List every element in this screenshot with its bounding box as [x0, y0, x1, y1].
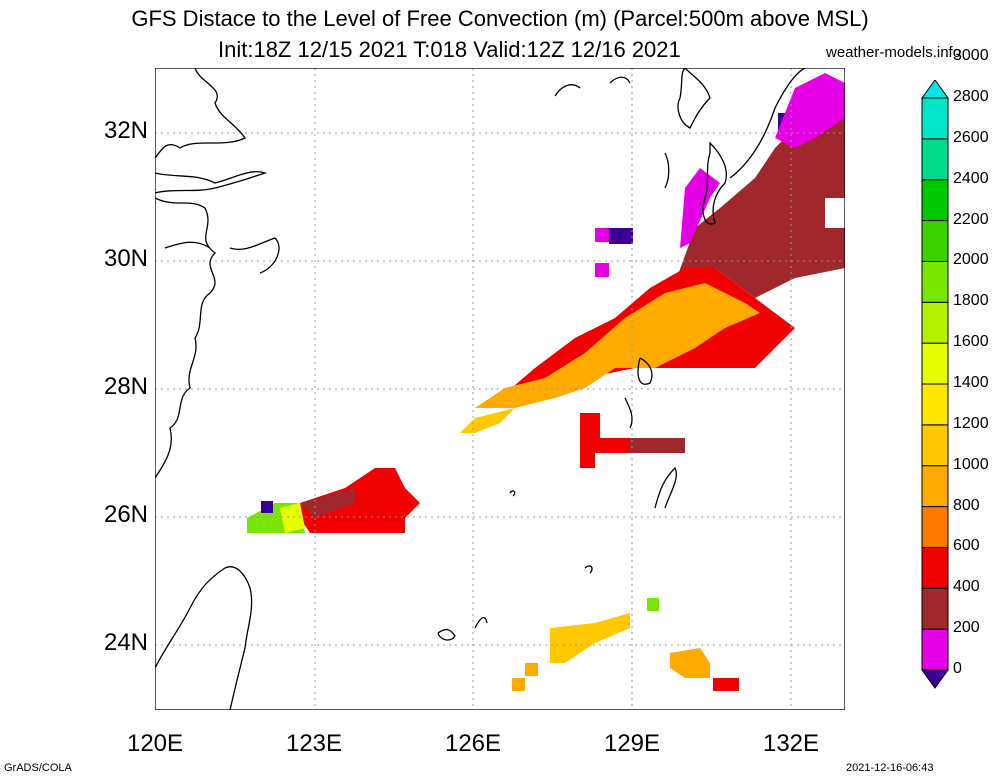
- colorbar: [921, 80, 949, 689]
- colorbar-cell-max: [921, 80, 949, 99]
- lon-label-126e: 126E: [444, 730, 502, 757]
- lfc-field-south-orange: [550, 613, 630, 663]
- lat-label-24n: 24N: [103, 629, 148, 656]
- colorbar-cell-5: [921, 465, 949, 508]
- lfc-field-purple1: [609, 228, 633, 244]
- lfc-field-south-orange3: [525, 663, 538, 676]
- colorbar-cell-14: [921, 97, 949, 140]
- lon-label-129e: 129E: [603, 730, 661, 757]
- footer-timestamp: 2021-12-16-06:43: [846, 762, 934, 774]
- colorbar-label: 1200: [953, 414, 989, 432]
- colorbar-cell-4: [921, 506, 949, 548]
- map-panel: [155, 68, 845, 710]
- lfc-field-magenta4: [680, 168, 720, 248]
- colorbar-cell-1: [921, 628, 949, 671]
- colorbar-cell-12: [921, 179, 949, 222]
- lfc-field-orange: [475, 283, 760, 408]
- footer-credit: GrADS/COLA: [4, 762, 72, 774]
- lfc-field-se: [670, 648, 710, 678]
- colorbar-cell-11: [921, 220, 949, 262]
- colorbar-label: 200: [953, 619, 980, 637]
- lfc-field-yelloworange: [460, 408, 515, 433]
- colorbar-label: 2600: [953, 128, 989, 146]
- lfc-field-south-orange2: [512, 678, 525, 691]
- lat-label-28n: 28N: [103, 373, 148, 400]
- colorbar-cell-min: [921, 669, 949, 689]
- coastlines: [155, 68, 806, 710]
- colorbar-cell-7: [921, 383, 949, 426]
- lat-label-30n: 30N: [103, 245, 148, 272]
- lon-label-123e: 123E: [285, 730, 343, 757]
- colorbar-label: 0: [953, 660, 962, 677]
- lfc-field-west-yellow: [280, 503, 305, 533]
- colorbar-label: 1600: [953, 333, 989, 351]
- lfc-field-maroon-strip: [630, 438, 685, 453]
- colorbar-label: 600: [953, 537, 980, 555]
- colorbar-cell-9: [921, 301, 949, 344]
- colorbar-cell-10: [921, 260, 949, 303]
- map-subtitle: Init:18Z 12/15 2021 T:018 Valid:12Z 12/1…: [218, 37, 681, 62]
- lfc-field-magenta2: [595, 228, 609, 242]
- colorbar-label: 1000: [953, 455, 989, 473]
- colorbar-label: 2200: [953, 210, 989, 228]
- lfc-field-se-red: [713, 678, 739, 691]
- source-label: weather-models.info: [826, 44, 962, 61]
- colorbar-label: 800: [953, 496, 980, 514]
- lat-label-26n: 26N: [103, 501, 148, 528]
- lfc-field: [247, 73, 845, 691]
- colorbar-cell-6: [921, 424, 949, 467]
- lfc-field-darkred: [648, 98, 845, 318]
- colorbar-cell-8: [921, 342, 949, 385]
- graticule: [155, 68, 845, 710]
- colorbar-cell-3: [921, 546, 949, 589]
- colorbar-label: 1800: [953, 292, 989, 310]
- colorbar-label: 2400: [953, 169, 989, 187]
- colorbar-cell-2: [921, 587, 949, 630]
- colorbar-label: 1400: [953, 374, 989, 391]
- lfc-field-west-maroon: [300, 488, 355, 518]
- colorbar-label: 2000: [953, 251, 989, 269]
- colorbar-label: 400: [953, 578, 980, 596]
- lfc-field-west-purple: [261, 501, 273, 513]
- colorbar-label: 2800: [953, 88, 989, 105]
- lfc-field-se-green: [647, 598, 659, 611]
- colorbar-label: 3000: [953, 47, 989, 65]
- lfc-field-magenta3: [775, 73, 845, 148]
- colorbar-cell-13: [921, 138, 949, 181]
- map-title: GFS Distace to the Level of Free Convect…: [131, 6, 869, 31]
- lfc-field-magenta1: [595, 263, 609, 277]
- lon-label-132e: 132E: [762, 730, 820, 757]
- lat-label-32n: 32N: [103, 117, 148, 144]
- lon-label-120e: 120E: [126, 730, 184, 757]
